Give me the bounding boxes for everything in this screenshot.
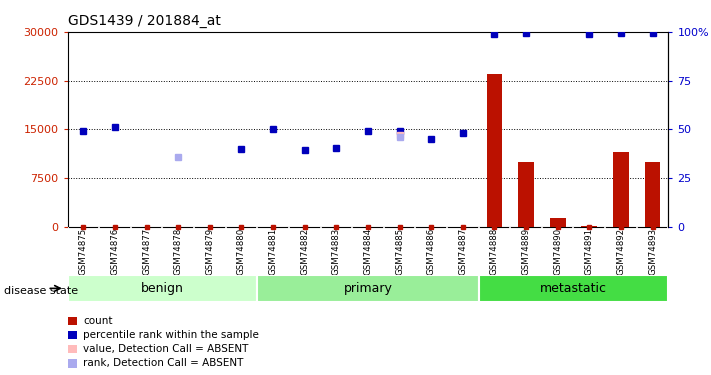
Bar	[550, 218, 565, 227]
Text: GSM74885: GSM74885	[395, 228, 404, 275]
Bar	[613, 152, 629, 227]
Bar	[479, 275, 668, 302]
Text: rank, Detection Call = ABSENT: rank, Detection Call = ABSENT	[83, 358, 244, 368]
Text: GSM74878: GSM74878	[173, 228, 183, 275]
Text: count: count	[83, 316, 112, 326]
Text: GSM74893: GSM74893	[648, 228, 657, 275]
Text: GSM74886: GSM74886	[427, 228, 436, 275]
Bar	[518, 162, 534, 227]
Text: GSM74879: GSM74879	[205, 228, 214, 275]
Text: benign: benign	[141, 282, 184, 295]
Text: GSM74884: GSM74884	[363, 228, 373, 275]
Text: GSM74890: GSM74890	[553, 228, 562, 275]
Text: GSM74875: GSM74875	[79, 228, 88, 275]
Text: GDS1439 / 201884_at: GDS1439 / 201884_at	[68, 14, 220, 28]
Text: metastatic: metastatic	[540, 282, 607, 295]
Text: GSM74880: GSM74880	[237, 228, 246, 275]
Text: value, Detection Call = ABSENT: value, Detection Call = ABSENT	[83, 344, 249, 354]
Text: GSM74883: GSM74883	[332, 228, 341, 275]
Text: disease state: disease state	[4, 286, 77, 296]
Bar	[257, 275, 479, 302]
Bar	[645, 162, 661, 227]
Text: GSM74876: GSM74876	[110, 228, 119, 275]
Text: primary: primary	[343, 282, 392, 295]
Text: GSM74892: GSM74892	[616, 228, 626, 275]
Bar	[582, 226, 597, 227]
Text: GSM74882: GSM74882	[300, 228, 309, 275]
Text: GSM74888: GSM74888	[490, 228, 499, 275]
Bar	[486, 74, 503, 227]
Text: GSM74891: GSM74891	[584, 228, 594, 275]
Text: GSM74889: GSM74889	[522, 228, 530, 275]
Text: percentile rank within the sample: percentile rank within the sample	[83, 330, 259, 340]
Text: GSM74887: GSM74887	[459, 228, 467, 275]
Bar	[68, 275, 257, 302]
Text: GSM74877: GSM74877	[142, 228, 151, 275]
Text: GSM74881: GSM74881	[269, 228, 277, 275]
